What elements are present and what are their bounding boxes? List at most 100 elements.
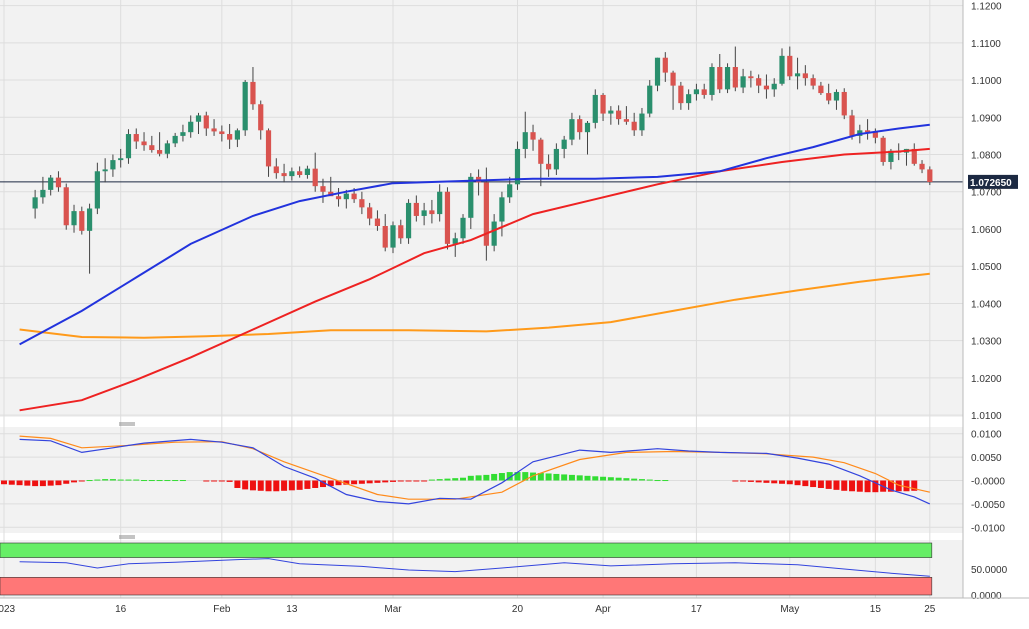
- macd-hist-bar-down: [802, 480, 809, 487]
- macd-hist-bar-up: [498, 473, 505, 481]
- current-price-marker: 1.072650: [968, 174, 1018, 189]
- price-tick-label: 1.0700: [971, 188, 1002, 199]
- macd-hist-bar-down: [794, 480, 801, 486]
- candle-up: [343, 193, 349, 200]
- rsi-panel-resize-handle[interactable]: [119, 535, 135, 539]
- macd-hist-bar-down: [872, 480, 879, 493]
- macd-hist-bar-down: [234, 480, 241, 488]
- macd-hist-bar-down: [374, 480, 381, 483]
- macd-hist-bar-down: [281, 480, 288, 491]
- candle-up: [888, 150, 894, 162]
- candle-down: [732, 67, 738, 88]
- price-tick-label: 1.0600: [971, 225, 1002, 236]
- macd-hist-bar-up: [491, 473, 498, 481]
- candle-up: [188, 121, 194, 133]
- candle-up: [553, 148, 559, 170]
- candle-up: [686, 94, 692, 104]
- candle-up: [779, 55, 785, 84]
- candle-down: [631, 121, 637, 131]
- candle-up: [125, 134, 132, 159]
- macd-hist-bar-down: [1, 480, 7, 485]
- candle-down: [546, 163, 552, 170]
- macd-hist-bar-down: [296, 480, 303, 490]
- macd-hist-bar-up: [444, 478, 451, 481]
- candle-down: [826, 93, 832, 101]
- candle-up: [561, 139, 567, 149]
- candle-down: [483, 182, 489, 246]
- candle-down: [616, 110, 622, 120]
- macd-tick-label: -0.0050: [971, 500, 1005, 511]
- candle-up: [118, 158, 124, 161]
- candle-down: [818, 85, 824, 94]
- macd-hist-bar-down: [211, 480, 218, 482]
- macd-hist-bar-down: [63, 480, 70, 484]
- rsi-tick-label: 0.0000: [971, 591, 1002, 602]
- x-tick-label: 17: [691, 604, 703, 615]
- candle-up: [522, 132, 528, 149]
- macd-hist-bar-up: [584, 475, 591, 481]
- candle-down: [429, 210, 435, 215]
- candle-down: [63, 187, 69, 226]
- candle-down: [538, 139, 544, 164]
- sma-slow-line: [19, 272, 930, 339]
- macd-hist-bar-down: [825, 480, 832, 489]
- candle-up: [514, 148, 521, 185]
- macd-hist-bar-up: [530, 472, 537, 481]
- macd-panel-resize-handle[interactable]: [119, 422, 135, 426]
- candle-down: [351, 193, 357, 200]
- candle-up: [608, 110, 614, 114]
- macd-hist-bar-up: [109, 479, 116, 481]
- x-tick-label: 13: [286, 604, 298, 615]
- macd-hist-bar-down: [273, 480, 280, 492]
- macd-hist-bar-down: [390, 480, 396, 482]
- macd-hist-bar-up: [615, 477, 622, 481]
- candle-up: [654, 57, 661, 86]
- macd-hist-bar-up: [631, 478, 638, 481]
- macd-hist-bar-down: [810, 480, 817, 488]
- candle-up: [172, 135, 178, 144]
- macd-hist-bar-up: [545, 473, 552, 481]
- macd-hist-bar-down: [747, 480, 754, 482]
- macd-hist-bar-up: [86, 480, 93, 482]
- macd-layer: [1, 435, 931, 505]
- macd-hist-bar-up: [600, 476, 607, 481]
- candle-down: [55, 177, 62, 188]
- macd-hist-bar-up: [568, 474, 575, 481]
- axis-layer: 1.1200 1.1100 1.1000 1.0900 1.0800 1.0700 1.06…: [0, 0, 1029, 615]
- candle-down: [382, 225, 388, 248]
- candle-up: [86, 208, 93, 231]
- macd-hist-bar-down: [327, 480, 334, 487]
- macd-hist-bar-down: [351, 480, 358, 485]
- rsi-tick-label: 50.0000: [971, 565, 1008, 576]
- macd-hist-bar-down: [304, 480, 311, 489]
- grid-layer: [0, 0, 963, 598]
- macd-hist-bar-up: [483, 474, 490, 481]
- candle-down: [810, 78, 816, 86]
- price-tick-label: 1.0300: [971, 337, 1002, 348]
- macd-tick-label: 0.0050: [971, 453, 1002, 464]
- candle-down: [297, 171, 303, 175]
- sma-mid-line: [19, 147, 930, 412]
- candle-up: [468, 176, 474, 218]
- macd-hist-bar-down: [740, 480, 747, 482]
- candle-up: [405, 202, 412, 239]
- x-tick-label: Apr: [595, 604, 611, 615]
- current-price-label: 1.072650: [970, 178, 1012, 189]
- candle-down: [919, 163, 925, 170]
- macd-hist-bar-up: [514, 472, 521, 481]
- candle-up: [569, 119, 575, 140]
- rsi-overbought-zone: [0, 542, 933, 558]
- macd-hist-bar-down: [895, 480, 902, 492]
- price-tick-label: 1.0900: [971, 113, 1002, 124]
- macd-hist-bar-down: [903, 480, 910, 492]
- macd-hist-bar-down: [71, 480, 78, 483]
- macd-hist-bar-down: [755, 480, 762, 483]
- price-tick-label: 1.0100: [971, 411, 1002, 422]
- macd-hist-bar-down: [39, 480, 46, 487]
- candle-down: [880, 137, 886, 162]
- sma-fast-line: [19, 123, 930, 346]
- macd-hist-bar-up: [133, 479, 140, 481]
- macd-hist-bar-down: [8, 480, 15, 485]
- candle-down: [141, 141, 147, 146]
